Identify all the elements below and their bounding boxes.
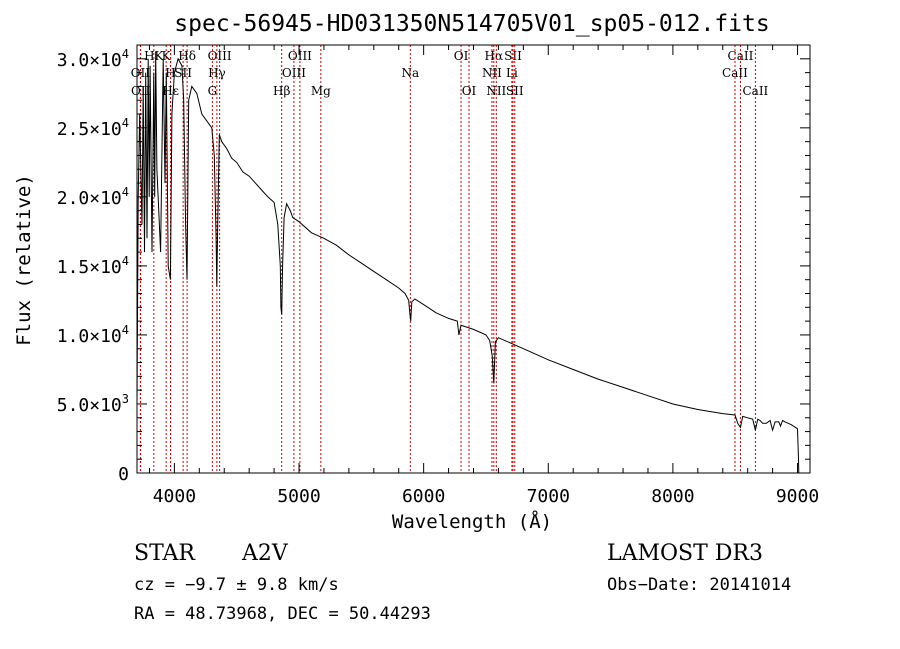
x-tick-label: 8000 <box>651 486 694 507</box>
obs-date-text: Obs−Date: 20141014 <box>607 575 791 595</box>
y-tick-label: 3.0×104 <box>57 47 129 71</box>
plot-frame <box>136 44 811 474</box>
line-marker-label: Hδ <box>178 49 196 63</box>
line-marker-label: NII <box>486 84 506 98</box>
line-marker-label: SII <box>174 66 192 80</box>
survey-label: LAMOST DR3 <box>607 541 763 566</box>
line-marker-label: CaII <box>742 84 768 98</box>
line-marker-label: HK <box>144 49 164 63</box>
line-marker-label: SII <box>504 49 522 63</box>
y-tick-label: 1.5×104 <box>57 254 129 278</box>
line-marker-label: OIII <box>288 49 312 63</box>
y-tick-label: 5.0×103 <box>57 392 129 416</box>
line-marker-label: Hβ <box>273 84 290 98</box>
x-axis-label: Wavelength (Å) <box>392 510 552 533</box>
x-tick-label: 9000 <box>776 486 819 507</box>
line-marker-label: OIII <box>282 66 306 80</box>
x-tick-label: 7000 <box>527 486 570 507</box>
flux-series-line <box>136 51 800 474</box>
line-marker-label: G <box>208 84 218 98</box>
y-tick-label: 2.0×104 <box>57 185 129 209</box>
line-marker-label: OI <box>454 49 469 63</box>
x-tick-label: 6000 <box>402 486 445 507</box>
y-tick-label: 0 <box>118 464 129 485</box>
x-ticks: 4000 5000 6000 7000 8000 9000 <box>148 45 819 507</box>
line-marker-label: Mg <box>311 84 331 98</box>
line-marker-label: Hγ <box>208 66 226 80</box>
class-label: STAR <box>134 541 196 566</box>
chart-title: spec-56945-HD031350N514705V01_sp05-012.f… <box>174 11 769 37</box>
line-marker-label: Na <box>401 66 419 80</box>
redshift-text: cz = −9.7 ± 9.8 km/s <box>134 575 339 595</box>
line-marker-label: CaII <box>728 49 754 63</box>
y-ticks: 0 5.0×103 1.0×104 1.5×104 2.0×104 2.5×104 3.0×… <box>57 47 810 485</box>
line-marker-label: Hα <box>485 49 504 63</box>
line-marker-label: K <box>162 49 172 63</box>
x-tick-label: 4000 <box>153 486 196 507</box>
line-marker-label: Li <box>506 66 518 80</box>
y-axis-label: Flux (relative) <box>13 174 35 346</box>
line-marker-label: NII <box>482 66 502 80</box>
radec-text: RA = 48.73968, DEC = 50.44293 <box>134 604 431 624</box>
line-marker-label: Hε <box>162 84 179 98</box>
line-marker-label: SII <box>506 84 524 98</box>
line-markers: HKOIIOIIKHHεHδSIIOIIIHγGHβOIIIOIIIMgNaOI… <box>131 45 769 473</box>
y-tick-label: 2.5×104 <box>57 116 129 140</box>
line-marker-label: OI <box>462 84 477 98</box>
subclass-label: A2V <box>241 541 289 566</box>
x-tick-label: 5000 <box>277 486 320 507</box>
y-tick-label: 1.0×104 <box>57 323 129 347</box>
line-marker-label: CaII <box>722 66 748 80</box>
line-marker-label: OIII <box>208 49 232 63</box>
